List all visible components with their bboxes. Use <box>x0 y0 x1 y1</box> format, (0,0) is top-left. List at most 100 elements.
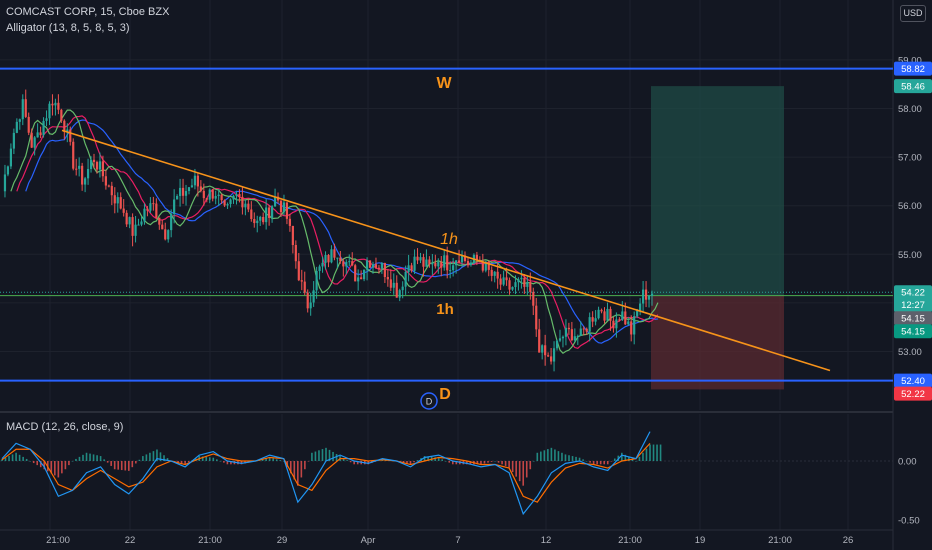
candle-body <box>389 279 392 288</box>
candle-body <box>9 148 13 167</box>
candle-body <box>270 206 274 218</box>
macd-legend[interactable]: MACD (12, 26, close, 9) <box>6 421 124 433</box>
macd-histogram-bar <box>57 461 60 478</box>
candle-body <box>238 194 241 197</box>
candle-body <box>60 109 63 121</box>
candle-body <box>303 281 306 293</box>
macd-histogram-bar <box>585 461 588 462</box>
candle-body <box>532 291 535 306</box>
candle-body <box>196 175 199 187</box>
candle-body <box>618 319 621 321</box>
macd-histogram-bar <box>589 461 591 463</box>
candle-body <box>549 356 553 362</box>
macd-histogram-bar <box>571 456 574 461</box>
trendline-segment <box>61 129 831 372</box>
candle-body <box>647 295 651 300</box>
candle-body <box>309 302 312 309</box>
candle-body <box>140 221 143 225</box>
candle-body <box>327 255 330 263</box>
candle-body <box>184 191 188 196</box>
macd-histogram-bar <box>610 461 613 462</box>
macd-histogram-bar <box>205 456 208 461</box>
candle-body <box>265 207 268 223</box>
alligator-legend[interactable]: Alligator (13, 8, 5, 8, 5, 3) <box>6 22 130 34</box>
candle-body <box>526 282 529 287</box>
price-tag-bg <box>894 285 932 313</box>
dividend-marker-circle <box>420 392 438 410</box>
price-tag-label: 58.46 <box>901 82 925 93</box>
macd-histogram-bar <box>138 459 141 461</box>
candle-body <box>446 255 449 271</box>
macd-histogram-bar <box>328 449 331 461</box>
currency-button[interactable]: USD <box>900 5 926 22</box>
candle-body <box>573 336 576 341</box>
macd-histogram-bar <box>332 451 334 461</box>
candle-body <box>357 277 360 282</box>
candle-body <box>529 282 532 292</box>
candle-body <box>268 207 271 218</box>
macd-histogram-bar <box>321 449 324 461</box>
alligator-jaw <box>25 119 659 344</box>
candle-body <box>149 203 152 211</box>
candle-body <box>431 262 434 265</box>
price-tag-bg <box>894 311 932 326</box>
horizontal-levels[interactable] <box>0 67 893 382</box>
long-position-tool[interactable] <box>651 86 784 390</box>
candle-body <box>650 293 654 296</box>
price-axis[interactable]: 59.00 58.00 57.00 56.00 55.00 53.00 0.00 -0.50 5… <box>894 0 932 550</box>
macd-histogram-bar <box>525 461 528 478</box>
macd-histogram-bar <box>163 455 165 461</box>
candle-body <box>66 129 69 132</box>
candle-body <box>48 103 51 119</box>
candle-body <box>413 256 416 271</box>
macd-histogram-bar <box>50 461 53 474</box>
candle-body <box>63 120 66 132</box>
macd-histogram-bar <box>497 461 500 463</box>
macd-histogram-bar <box>578 457 581 461</box>
macd-histogram-bar <box>282 461 285 462</box>
candle-body <box>220 194 223 201</box>
macd-histogram-bar <box>645 448 648 461</box>
candle-body <box>621 311 624 321</box>
candle-body <box>282 202 286 213</box>
macd-histogram-bar <box>596 461 598 465</box>
stop-zone <box>651 295 784 390</box>
candle-body <box>401 286 404 291</box>
price-tag-bg <box>894 386 932 401</box>
macd-histogram-bar <box>494 461 496 462</box>
macd-histogram-bar <box>638 456 641 461</box>
macd-histogram-bar <box>508 461 510 468</box>
price-tag-label: 54.15 <box>901 314 925 325</box>
candle-body <box>386 276 389 280</box>
macd-histogram-bar <box>480 461 482 465</box>
symbol-legend[interactable]: COMCAST CORP, 15, Cboe BZX <box>6 6 170 18</box>
macd-tick-label: -0.50 <box>898 515 920 526</box>
target-zone <box>651 86 784 296</box>
trend-line[interactable] <box>61 129 831 372</box>
candle-body <box>247 203 250 210</box>
macd-histogram-bar <box>515 461 517 477</box>
macd-histogram-bar <box>536 452 539 461</box>
candle-body <box>570 329 573 341</box>
time-axis[interactable]: 21:00 22 21:00 29 Apr 7 12 21:00 19 21:00 26 <box>46 535 853 546</box>
macd-histogram-bar <box>124 461 127 471</box>
candle-body <box>75 168 78 170</box>
macd-histogram-bar <box>628 456 630 461</box>
candle-body <box>297 261 300 281</box>
candle-body <box>39 132 42 136</box>
macd-histogram-bar <box>156 449 158 461</box>
candle-body <box>588 317 591 332</box>
macd-histogram-bar <box>561 452 563 461</box>
macd-histogram-bar <box>599 461 602 465</box>
macd-histogram-bar <box>501 461 503 465</box>
candle-body <box>555 340 559 349</box>
time-tick-label: 21:00 <box>198 535 222 546</box>
candle-body <box>541 345 544 353</box>
candle-body <box>517 279 520 283</box>
candle-body <box>273 196 277 207</box>
candle-body <box>603 311 606 321</box>
macd-histogram-bar <box>25 458 28 461</box>
candle-body <box>119 197 122 209</box>
dividend-marker: D <box>426 397 433 407</box>
